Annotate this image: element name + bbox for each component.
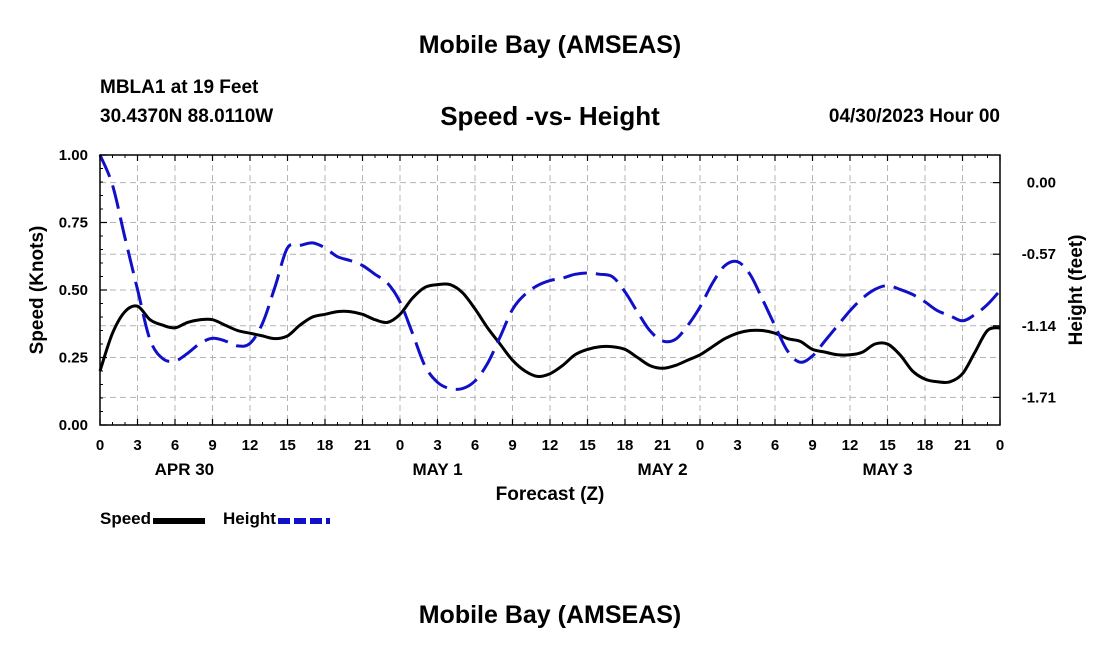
x-tick-label: 12 [542,437,559,454]
x-tick-label: 21 [354,437,371,454]
day-label: MAY 3 [862,460,912,479]
x-tick-label: 9 [808,437,816,454]
forecast-datetime: 04/30/2023 Hour 00 [828,106,1000,127]
x-tick-label: 21 [954,437,971,454]
day-label: MAY 1 [412,460,462,479]
x-tick-label: 0 [696,437,704,454]
x-tick-label: 6 [471,437,479,454]
x-tick-label: 6 [171,437,179,454]
y2-axis-title: Height (feet) [1066,235,1087,346]
chart-subtitle: Speed -vs- Height [440,101,660,131]
x-tick-label: 12 [842,437,859,454]
x-tick-label: 9 [208,437,216,454]
legend-height-swatch [277,517,330,524]
height-series-line [98,154,1002,391]
y2-tick-label: -1.71 [1022,389,1056,406]
x-tick-label: 15 [579,437,596,454]
day-label: MAY 2 [637,460,687,479]
x-tick-label: 3 [133,437,141,454]
y2-tick-label: 0.00 [1027,175,1056,192]
axes: 0 3 6 9 12 15 18 21 0 3 6 9 12 15 18 21 0 3 6 9 12 15 18 21 0 APR… [27,147,1087,505]
x-tick-label: 18 [917,437,934,454]
y-tick-label: 0.75 [59,215,88,232]
x-tick-label: 15 [279,437,296,454]
x-axis-title: Forecast (Z) [496,484,605,505]
y-tick-label: 0.50 [59,282,88,299]
y2-tick-label: -0.57 [1022,246,1056,263]
series-lines [98,154,1002,391]
footer-title: Mobile Bay (AMSEAS) [418,601,682,629]
x-tick-label: 12 [242,437,259,454]
x-tick-label: 6 [771,437,779,454]
y-tick-label: 0.00 [59,417,88,434]
x-tick-label: 15 [879,437,896,454]
legend: Speed Height [100,509,348,529]
y2-tick-label: -1.14 [1022,318,1057,335]
x-tick-label: 0 [396,437,404,454]
x-tick-label: 9 [508,437,516,454]
x-tick-label: 3 [433,437,441,454]
x-tick-label: 0 [96,437,104,454]
chart-title: Mobile Bay (AMSEAS) [418,31,682,59]
x-tick-label: 18 [617,437,634,454]
x-tick-label: 0 [996,437,1004,454]
y-axis-title: Speed (Knots) [27,226,48,355]
legend-speed-label: Speed [100,509,152,528]
y-tick-label: 0.25 [59,350,88,367]
legend-speed-swatch [153,517,206,524]
y-tick-label: 1.00 [59,147,88,164]
x-tick-label: 3 [733,437,741,454]
station-label: MBLA1 at 19 Feet [100,77,259,98]
x-tick-label: 21 [654,437,671,454]
legend-height-label: Height [223,509,276,528]
speed-series-line [98,282,1001,385]
grid-lines [100,155,1000,425]
day-label: APR 30 [155,460,215,479]
x-tick-label: 18 [317,437,334,454]
station-coords: 30.4370N 88.0110W [100,106,274,127]
